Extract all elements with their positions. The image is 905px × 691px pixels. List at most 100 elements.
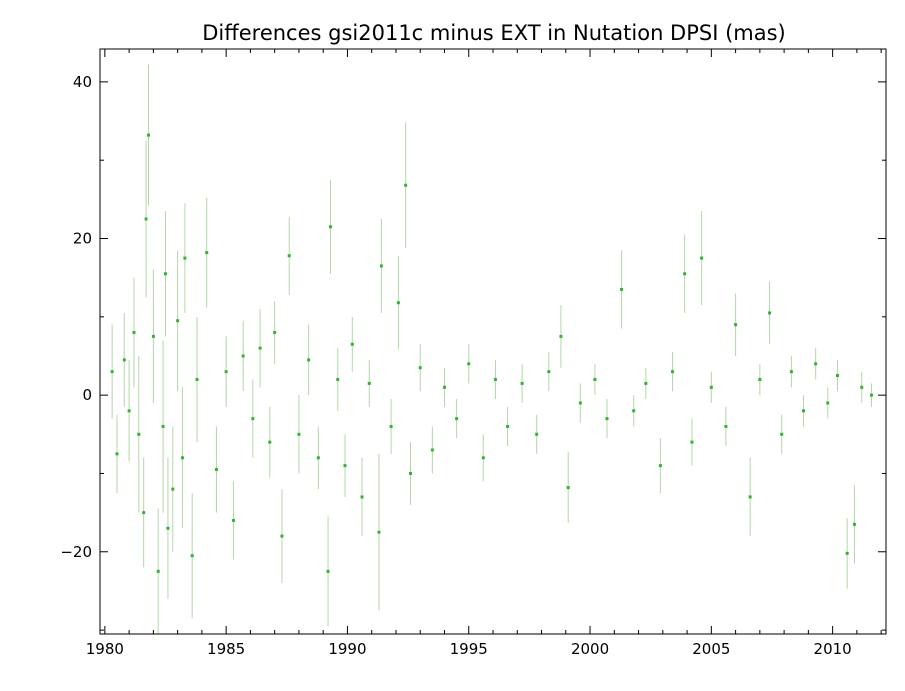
- data-point: [367, 381, 371, 385]
- data-point: [258, 346, 262, 350]
- data-point: [506, 424, 510, 428]
- x-axis: 1980 1985 1990 1995 2000 2005 2010: [86, 49, 882, 658]
- data-point: [231, 518, 235, 522]
- x-tick-label: 1990: [328, 640, 366, 658]
- data-point: [700, 256, 704, 260]
- data-point: [205, 251, 209, 255]
- data-point: [396, 301, 400, 305]
- x-tick-label: 2005: [692, 640, 730, 658]
- data-point: [307, 358, 311, 362]
- data-point: [481, 456, 485, 460]
- data-point: [251, 417, 255, 421]
- data-point: [336, 377, 340, 381]
- x-tick-label: 1985: [207, 640, 245, 658]
- data-point: [869, 393, 873, 397]
- data-point: [758, 377, 762, 381]
- data-point: [455, 417, 459, 421]
- data-point: [860, 385, 864, 389]
- x-tick-label: 2010: [814, 640, 852, 658]
- y-tick-label: 20: [73, 230, 92, 248]
- data-point: [559, 334, 563, 338]
- data-point: [343, 464, 347, 468]
- data-point: [166, 526, 170, 530]
- data-point: [418, 366, 422, 370]
- data-point: [241, 354, 245, 358]
- data-point: [224, 370, 228, 374]
- data-point: [430, 448, 434, 452]
- data-point: [404, 183, 408, 187]
- data-point: [142, 511, 146, 515]
- data-point: [137, 432, 141, 436]
- data-point: [280, 534, 284, 538]
- data-point: [789, 370, 793, 374]
- data-point: [195, 377, 199, 381]
- data-point: [535, 432, 539, 436]
- data-point: [520, 381, 524, 385]
- data-point: [377, 530, 381, 534]
- data-point: [328, 225, 332, 229]
- data-point: [127, 409, 131, 413]
- chart-title: Differences gsi2011c minus EXT in Nutati…: [202, 21, 786, 45]
- y-axis: −20 0 20 40: [60, 73, 886, 631]
- data-point: [316, 456, 320, 460]
- data-point: [297, 432, 301, 436]
- data-point: [183, 256, 187, 260]
- data-point: [350, 342, 354, 346]
- data-point: [151, 334, 155, 338]
- data-point: [644, 381, 648, 385]
- data-point: [214, 468, 218, 472]
- data-point: [835, 374, 839, 378]
- data-point: [768, 311, 772, 315]
- data-points-layer: [110, 133, 873, 573]
- data-point: [442, 385, 446, 389]
- data-point: [683, 272, 687, 276]
- data-point: [632, 409, 636, 413]
- data-point: [748, 495, 752, 499]
- data-point: [144, 217, 148, 221]
- x-tick-label: 2000: [571, 640, 609, 658]
- data-point: [814, 362, 818, 366]
- data-point: [164, 272, 167, 276]
- data-point: [379, 264, 383, 268]
- data-point: [360, 495, 364, 499]
- data-point: [389, 424, 393, 428]
- data-point: [845, 551, 849, 555]
- data-point: [326, 569, 330, 573]
- data-point: [132, 330, 136, 334]
- data-point: [190, 554, 194, 558]
- data-point: [826, 401, 830, 405]
- data-point: [493, 377, 497, 381]
- data-point: [852, 522, 856, 526]
- data-point: [547, 370, 551, 374]
- data-point: [780, 432, 784, 436]
- data-point: [578, 401, 582, 405]
- data-point: [287, 254, 291, 258]
- data-point: [180, 456, 184, 460]
- data-point: [690, 440, 694, 444]
- data-point: [268, 440, 272, 444]
- data-point: [156, 569, 160, 573]
- y-tick-label: 40: [73, 73, 92, 91]
- data-point: [724, 424, 728, 428]
- data-point: [734, 323, 738, 327]
- data-point: [176, 319, 180, 323]
- data-point: [273, 330, 277, 334]
- data-point: [709, 385, 713, 389]
- data-point: [605, 417, 609, 421]
- data-point: [171, 487, 175, 491]
- data-point: [566, 486, 570, 490]
- y-tick-label: 0: [82, 386, 92, 404]
- data-point: [122, 358, 126, 362]
- data-point: [161, 424, 165, 428]
- data-point: [409, 471, 413, 475]
- y-tick-label: −20: [60, 543, 92, 561]
- data-point: [658, 464, 662, 468]
- data-point: [671, 370, 675, 374]
- x-tick-label: 1995: [450, 640, 488, 658]
- x-tick-label: 1980: [86, 640, 124, 658]
- data-point: [467, 362, 471, 366]
- data-point: [115, 452, 119, 456]
